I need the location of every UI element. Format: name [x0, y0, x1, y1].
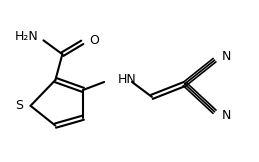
- Text: N: N: [221, 109, 231, 122]
- Text: H₂N: H₂N: [15, 30, 39, 43]
- Text: O: O: [89, 34, 99, 47]
- Text: HN: HN: [118, 73, 137, 86]
- Text: N: N: [221, 50, 231, 63]
- Text: S: S: [16, 99, 24, 112]
